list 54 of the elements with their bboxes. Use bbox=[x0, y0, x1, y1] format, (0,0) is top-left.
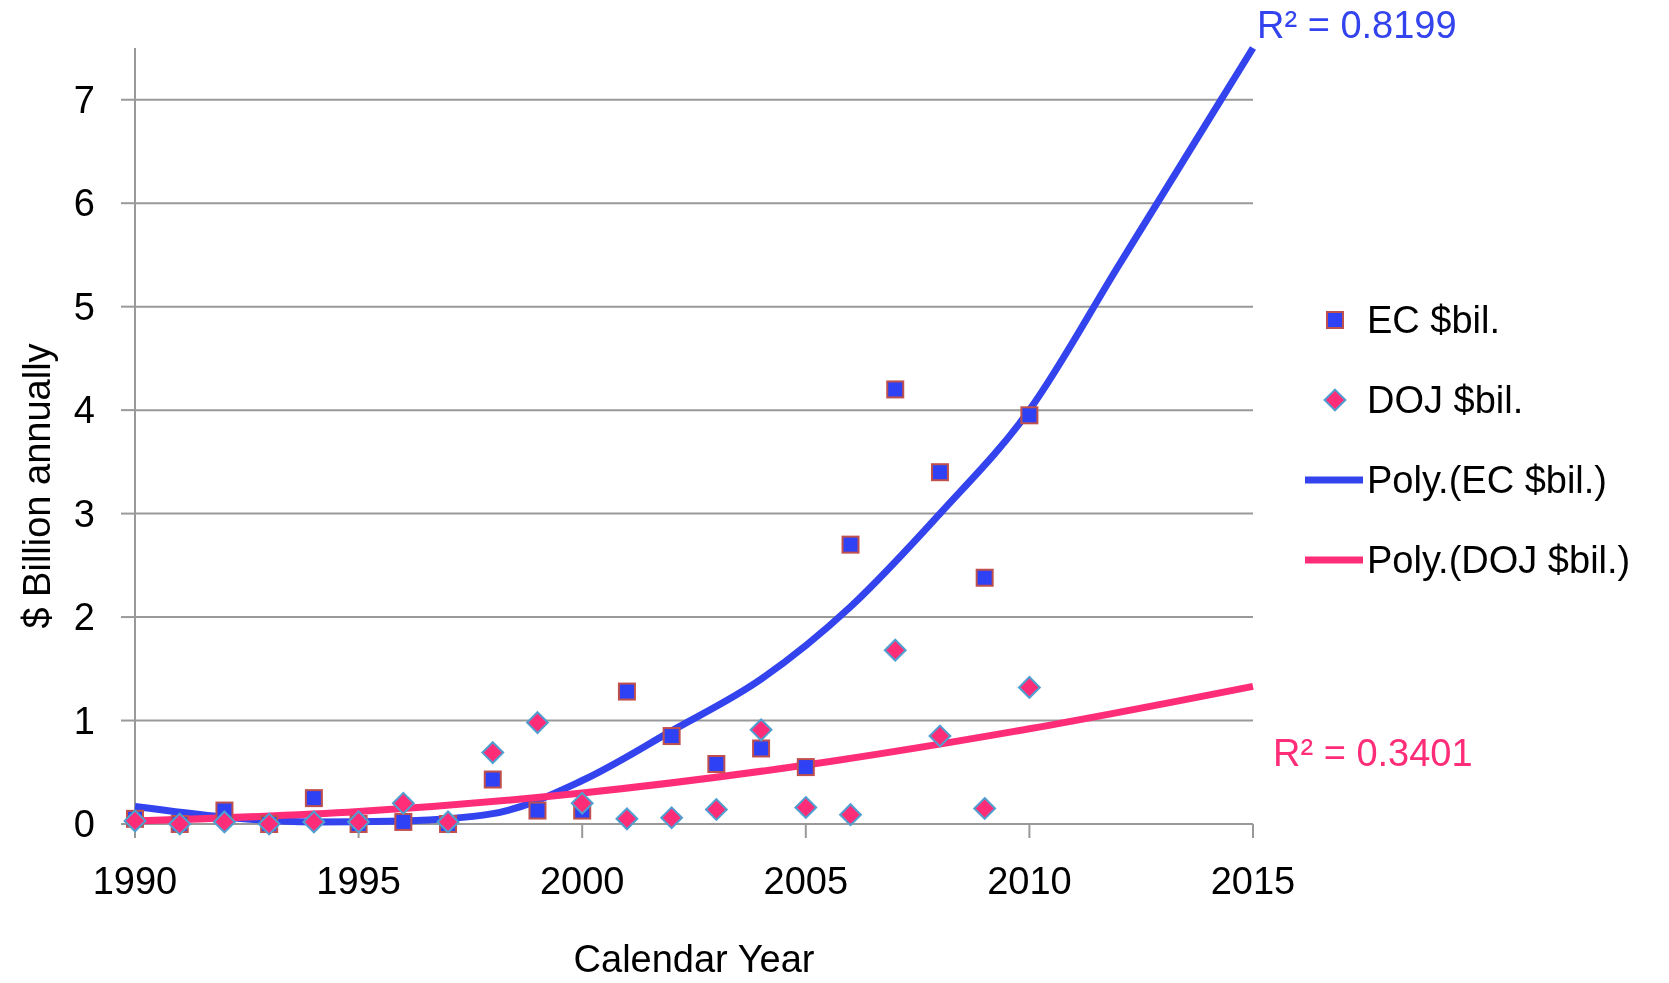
point bbox=[749, 718, 773, 742]
point bbox=[704, 798, 728, 821]
point bbox=[570, 791, 594, 815]
y-tick-label: 0 bbox=[73, 803, 95, 845]
y-tick-label: 6 bbox=[73, 182, 95, 225]
point bbox=[928, 724, 952, 748]
point bbox=[483, 770, 502, 789]
x-tick-label: 2010 bbox=[987, 860, 1072, 902]
y-tick-label: 3 bbox=[73, 492, 95, 535]
point bbox=[347, 810, 370, 834]
legend-label: EC $bil. bbox=[1367, 299, 1501, 341]
y-tick-label: 7 bbox=[73, 78, 95, 121]
point bbox=[660, 806, 684, 830]
point bbox=[975, 568, 994, 587]
y-tick-label: 2 bbox=[73, 596, 95, 639]
y-axis-title: $ Billion annually bbox=[16, 343, 58, 629]
point bbox=[615, 807, 639, 831]
point bbox=[213, 810, 236, 834]
x-axis-title: Calendar Year bbox=[573, 938, 815, 980]
y-tick-label: 5 bbox=[73, 285, 95, 328]
point bbox=[481, 741, 505, 765]
point bbox=[883, 638, 907, 662]
legend-label: Poly.(EC $bil.) bbox=[1367, 459, 1608, 501]
point bbox=[1018, 676, 1041, 699]
point bbox=[526, 711, 549, 734]
point bbox=[886, 380, 905, 399]
x-tick-label: 2000 bbox=[539, 860, 625, 902]
point bbox=[796, 758, 815, 777]
y-tick-label: 4 bbox=[73, 389, 95, 432]
point bbox=[841, 535, 860, 554]
point bbox=[930, 463, 949, 482]
x-tick-label: 2015 bbox=[1210, 860, 1296, 902]
point bbox=[839, 803, 862, 827]
point bbox=[391, 791, 415, 815]
point bbox=[707, 754, 726, 773]
point bbox=[436, 810, 460, 834]
point bbox=[973, 797, 997, 820]
point bbox=[302, 810, 326, 834]
x-tick-label: 1995 bbox=[316, 860, 401, 902]
point bbox=[752, 739, 771, 758]
point bbox=[662, 727, 681, 746]
text: R² = 0.3401 bbox=[1273, 732, 1473, 775]
point bbox=[304, 789, 323, 808]
text: R² = 0.8199 bbox=[1257, 4, 1457, 46]
legend-label: Poly.(DOJ $bil.) bbox=[1367, 539, 1631, 581]
point bbox=[528, 801, 547, 820]
x-tick-label: 1990 bbox=[92, 860, 178, 902]
point bbox=[794, 796, 818, 819]
point bbox=[1020, 406, 1039, 425]
point bbox=[394, 812, 413, 831]
x-tick-label: 2005 bbox=[763, 860, 849, 902]
y-tick-label: 1 bbox=[73, 699, 95, 742]
legend-label: DOJ $bil. bbox=[1367, 379, 1524, 421]
point bbox=[617, 682, 636, 701]
